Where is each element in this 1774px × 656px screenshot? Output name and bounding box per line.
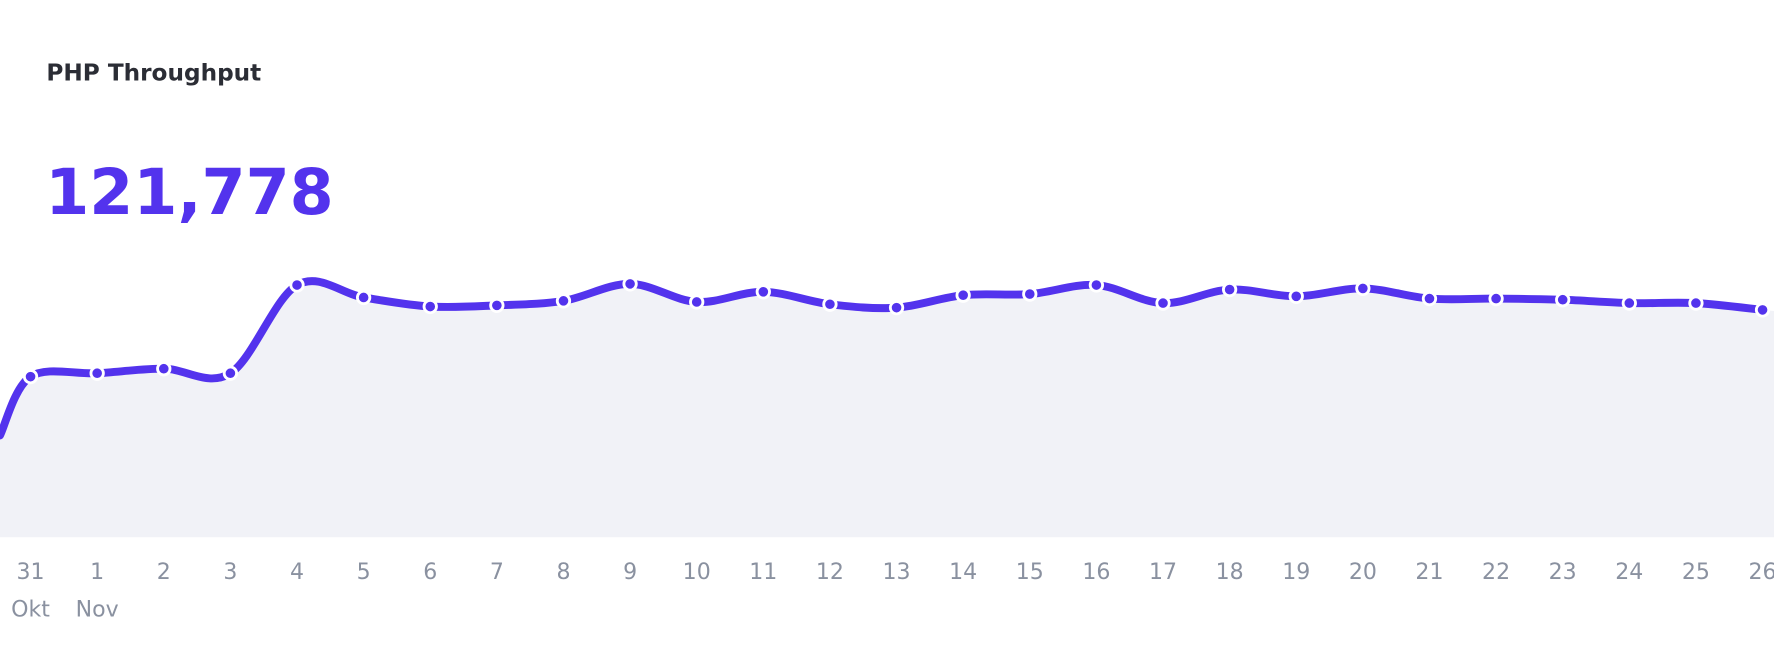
data-point[interactable] [222,365,239,381]
data-point[interactable] [1355,280,1371,297]
month-label: Okt [11,597,50,622]
x-tick-label: 15 [1016,560,1044,585]
data-point[interactable] [1555,292,1571,308]
data-point[interactable] [1488,290,1504,307]
data-point[interactable] [755,284,771,300]
x-tick-label: 3 [223,560,237,585]
data-point[interactable] [1688,295,1704,311]
x-tick-label: 4 [290,560,304,585]
data-point[interactable] [555,293,572,309]
x-tick-label: 5 [357,560,371,585]
data-point[interactable] [955,287,971,303]
x-tick-label: 7 [490,560,504,585]
x-tick-label: 25 [1682,560,1710,585]
x-tick-label: 14 [949,560,977,585]
x-tick-label: 19 [1282,560,1310,585]
series-line [0,277,1767,440]
x-tick-label: 18 [1216,560,1244,585]
total-value: 121,778 [45,155,333,229]
data-point[interactable] [622,276,638,292]
x-tick-label: 21 [1415,560,1443,585]
x-tick-label: 26 [1749,560,1774,585]
x-tick-label: 11 [749,560,777,585]
x-tick-label: 31 [17,560,45,585]
x-tick-label: 9 [623,560,637,585]
x-tick-label: 6 [423,560,437,585]
x-tick-label: 12 [816,560,844,585]
data-point[interactable] [1288,288,1304,304]
x-tick-label: 24 [1615,560,1643,585]
x-tick-label: 10 [683,560,711,585]
data-point[interactable] [822,296,838,312]
x-tick-label: 16 [1082,560,1110,585]
data-point[interactable] [1421,290,1438,307]
data-point[interactable] [89,365,105,381]
area-fill [0,281,1774,538]
x-tick-label: 8 [556,560,570,585]
data-point[interactable] [1155,295,1171,311]
x-tick-label: 23 [1549,560,1577,585]
x-tick-label: 22 [1482,560,1510,585]
data-point[interactable] [888,300,905,316]
chart-title: PHP Throughput [46,59,261,86]
data-point[interactable] [289,277,305,293]
data-point[interactable] [422,298,438,315]
data-point[interactable] [1621,295,1637,311]
data-point[interactable] [1088,277,1105,293]
data-point[interactable] [1022,286,1038,302]
x-tick-label: 13 [883,560,911,585]
data-point[interactable] [22,369,39,385]
x-tick-label: 17 [1149,560,1177,585]
data-point[interactable] [689,294,705,310]
x-tick-label: 1 [90,560,104,585]
data-point[interactable] [1754,302,1771,318]
data-point[interactable] [355,289,372,306]
data-point[interactable] [156,361,172,377]
x-tick-label: 20 [1349,560,1377,585]
data-point[interactable] [489,297,505,314]
x-tick-label: 2 [157,560,171,585]
month-label: Nov [76,597,119,622]
data-point[interactable] [1221,281,1238,298]
